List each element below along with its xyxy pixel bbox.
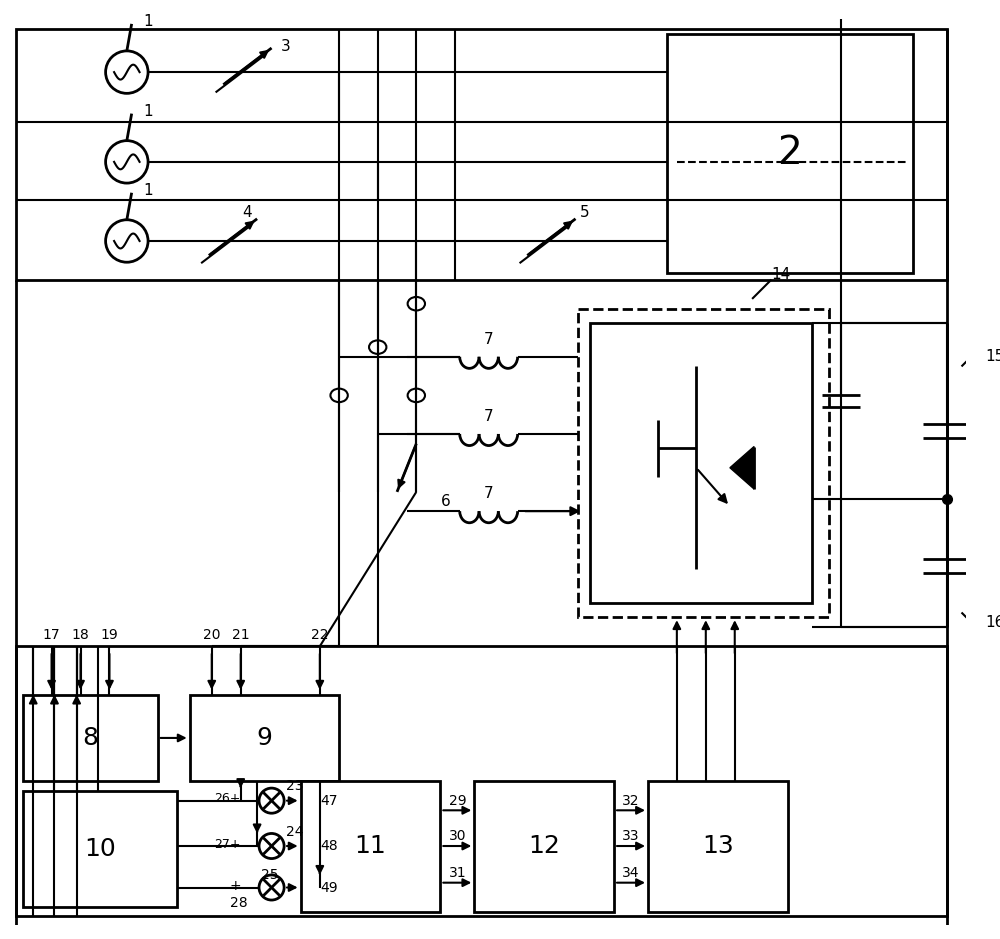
- Text: 47: 47: [320, 793, 337, 808]
- Text: 5: 5: [580, 205, 590, 220]
- Bar: [16, 646, 947, 916]
- Text: 15: 15: [986, 349, 1000, 364]
- Text: 24: 24: [286, 824, 304, 839]
- Text: 19: 19: [101, 627, 118, 641]
- Text: 32: 32: [622, 793, 640, 808]
- Text: +: +: [229, 879, 241, 893]
- Text: 3: 3: [281, 38, 291, 54]
- Text: 26+: 26+: [214, 793, 241, 806]
- Text: 22: 22: [311, 627, 329, 641]
- Text: 29: 29: [449, 793, 466, 808]
- Polygon shape: [730, 447, 754, 489]
- Text: 12: 12: [528, 835, 560, 858]
- Text: 13: 13: [702, 835, 734, 858]
- Bar: [474, 781, 614, 912]
- Text: 1: 1: [143, 104, 153, 119]
- Text: 9: 9: [256, 726, 272, 750]
- Text: 7: 7: [484, 331, 493, 346]
- Text: 20: 20: [203, 627, 220, 641]
- Text: 1: 1: [143, 183, 153, 198]
- Text: 17: 17: [43, 627, 60, 641]
- Bar: [301, 781, 440, 912]
- Text: 31: 31: [449, 866, 466, 880]
- Text: 1: 1: [143, 14, 153, 29]
- Text: 6: 6: [440, 494, 450, 509]
- Bar: [590, 323, 812, 603]
- Text: 23: 23: [286, 779, 304, 793]
- Text: 10: 10: [84, 837, 116, 861]
- Text: 34: 34: [622, 866, 640, 880]
- Bar: [16, 29, 947, 280]
- Bar: [190, 695, 339, 781]
- Text: 4: 4: [243, 205, 252, 220]
- Text: 11: 11: [355, 835, 386, 858]
- Text: 7: 7: [484, 409, 493, 424]
- Text: 18: 18: [72, 627, 89, 641]
- Text: 21: 21: [232, 627, 250, 641]
- Text: 25: 25: [261, 868, 278, 882]
- Bar: [23, 695, 158, 781]
- Text: 16: 16: [986, 615, 1000, 630]
- Text: 14: 14: [771, 268, 791, 283]
- Text: 8: 8: [82, 726, 98, 750]
- Text: 49: 49: [320, 881, 337, 895]
- Text: 48: 48: [320, 839, 337, 853]
- Bar: [23, 791, 177, 907]
- Bar: [578, 309, 829, 617]
- Bar: [648, 781, 788, 912]
- Text: 2: 2: [777, 134, 802, 172]
- Text: 7: 7: [484, 486, 493, 501]
- Text: 27+: 27+: [214, 838, 241, 851]
- Text: 30: 30: [449, 829, 466, 843]
- Text: 33: 33: [622, 829, 640, 843]
- Bar: [667, 34, 913, 273]
- Text: 28: 28: [230, 896, 247, 910]
